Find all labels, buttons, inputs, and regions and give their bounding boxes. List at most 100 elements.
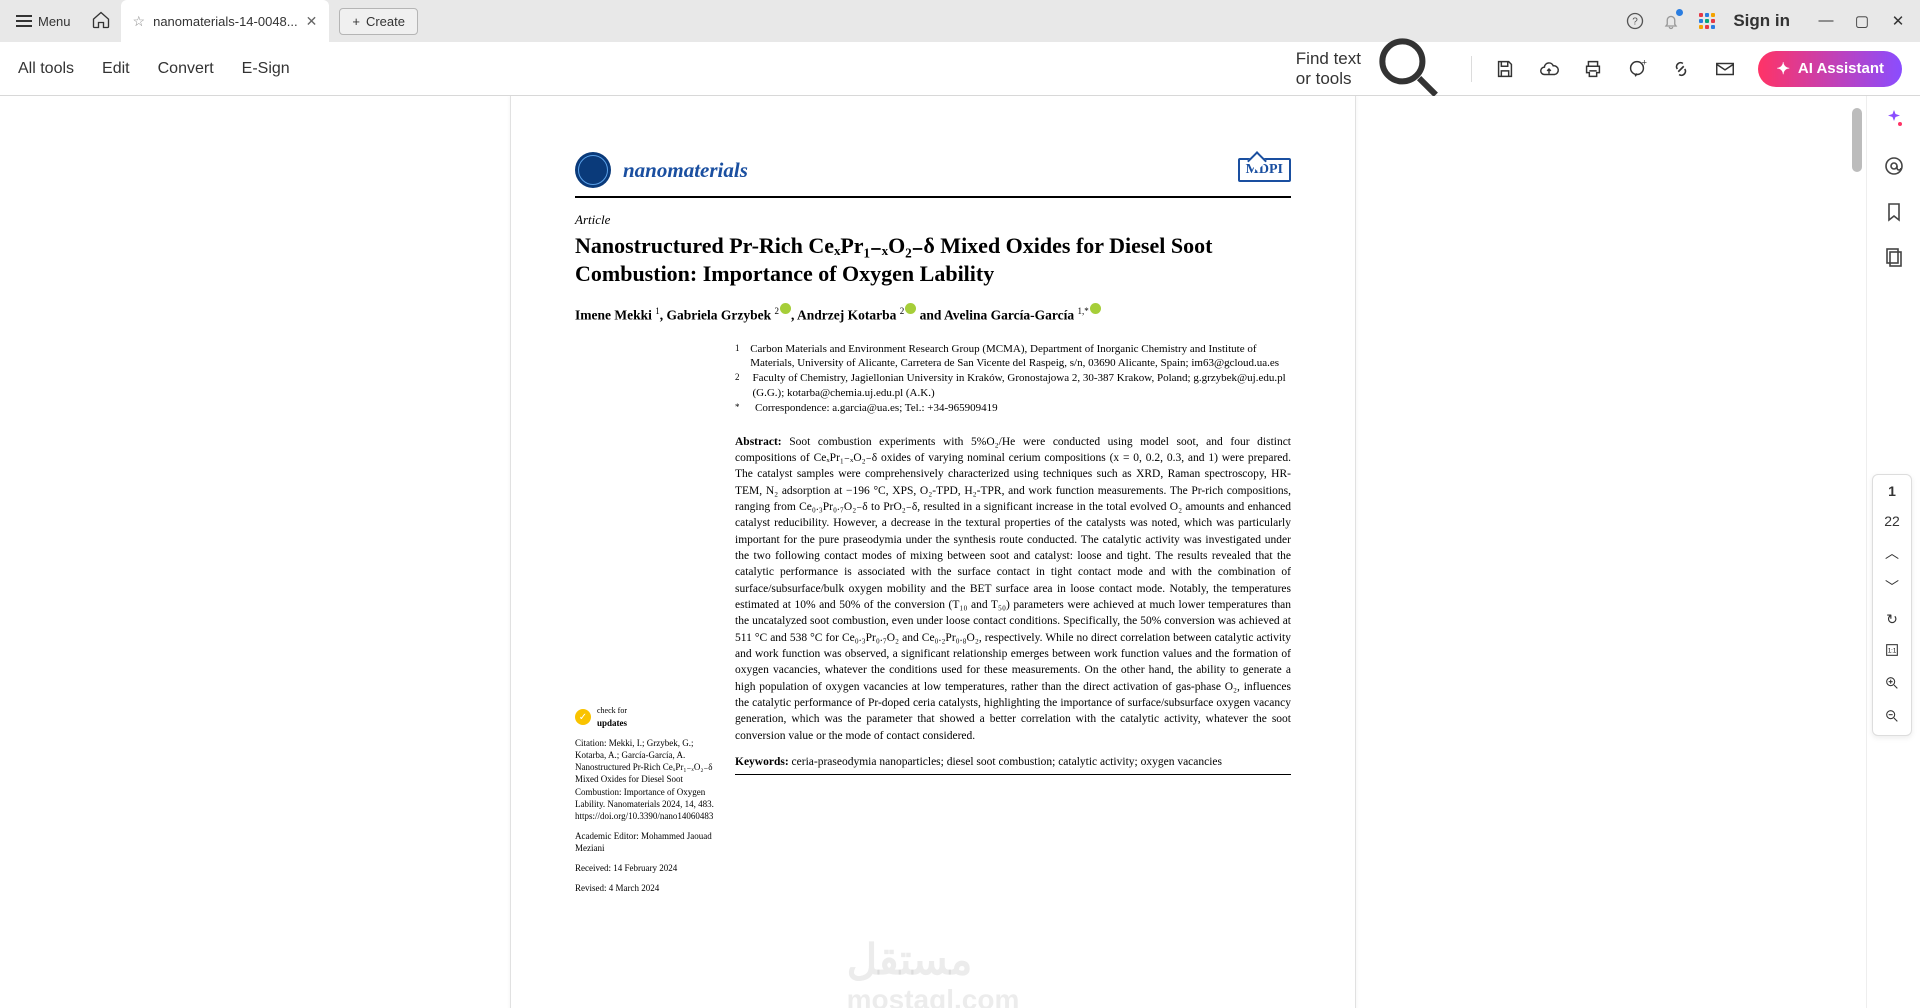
keywords-block: Keywords: ceria-praseodymia nanoparticle… <box>735 756 1291 775</box>
watermark-line1: مستقل <box>847 936 973 983</box>
authors-line: Imene Mekki 1, Gabriela Grzybek 2, Andrz… <box>575 303 1291 324</box>
citation-text: Citation: Mekki, I.; Grzybek, G.; Kotarb… <box>575 737 715 822</box>
article-type-label: Article <box>575 212 1291 228</box>
article-title: Nanostructured Pr-Rich CeₓPr₁₋ₓO₂₋δ Mixe… <box>575 232 1291 287</box>
print-icon <box>1582 58 1604 80</box>
minimize-button[interactable]: — <box>1818 12 1834 30</box>
main-area: nanomaterials MDPI Article Nanostructure… <box>0 96 1920 1008</box>
zoom-in-button[interactable] <box>1884 675 1900 694</box>
affil-num: 1 <box>735 342 740 372</box>
zoom-out-icon <box>1884 708 1900 724</box>
svg-text:1:1: 1:1 <box>1888 649 1897 655</box>
page-canvas[interactable]: nanomaterials MDPI Article Nanostructure… <box>0 96 1866 1008</box>
link-icon <box>1670 58 1692 80</box>
affiliations-block: 1 Carbon Materials and Environment Resear… <box>735 342 1291 416</box>
current-page[interactable]: 1 <box>1888 483 1896 499</box>
home-icon <box>91 10 111 30</box>
convert-tab[interactable]: Convert <box>158 60 214 78</box>
sparkle-panel-icon <box>1882 108 1906 132</box>
create-button[interactable]: + Create <box>339 8 418 35</box>
bookmark-icon <box>1882 200 1906 224</box>
check-icon: ✓ <box>575 709 591 725</box>
menu-label: Menu <box>38 14 71 29</box>
comment-icon: + <box>1626 58 1648 80</box>
svg-text:+: + <box>1642 58 1647 67</box>
abstract-body: Soot combustion experiments with 5%O₂/He… <box>735 436 1291 742</box>
add-comment-button[interactable]: + <box>1626 58 1648 80</box>
journal-logo-icon <box>575 152 611 188</box>
orcid-icon <box>780 303 791 314</box>
all-tools-tab[interactable]: All tools <box>18 60 74 78</box>
keywords-body: ceria-praseodymia nanoparticles; diesel … <box>792 756 1222 768</box>
affil-num: * <box>735 401 745 416</box>
keywords-label: Keywords: <box>735 756 789 768</box>
ai-label: AI Assistant <box>1798 60 1884 77</box>
journal-header: nanomaterials MDPI <box>575 152 1291 198</box>
hamburger-icon <box>16 15 32 27</box>
bookmarks-panel-button[interactable] <box>1882 200 1906 224</box>
edit-tab[interactable]: Edit <box>102 60 130 78</box>
ai-panel-button[interactable] <box>1882 108 1906 132</box>
orcid-icon <box>1090 303 1101 314</box>
pdf-page: nanomaterials MDPI Article Nanostructure… <box>510 96 1356 1008</box>
separator <box>1471 56 1472 82</box>
print-button[interactable] <box>1582 58 1604 80</box>
cloud-icon <box>1538 58 1560 80</box>
email-button[interactable] <box>1714 58 1736 80</box>
sparkle-icon: ✦ <box>1776 59 1789 79</box>
watermark-line2: mostaql.com <box>847 984 1020 1008</box>
next-page-button[interactable]: ﹀ <box>1885 577 1899 597</box>
affil-num: 2 <box>735 371 743 401</box>
notification-dot <box>1676 9 1683 16</box>
svg-text:?: ? <box>1633 16 1639 27</box>
fit-width-button[interactable]: 1:1 <box>1884 642 1900 661</box>
journal-name: nanomaterials <box>623 158 748 183</box>
zoom-out-button[interactable] <box>1884 708 1900 727</box>
publisher-badge: MDPI <box>1238 158 1291 182</box>
link-button[interactable] <box>1670 58 1692 80</box>
zoom-in-icon <box>1884 675 1900 691</box>
prev-page-button[interactable]: ︿ <box>1885 543 1899 563</box>
citation-sidebar: ✓ check forupdates Citation: Mekki, I.; … <box>575 706 715 902</box>
pages-panel-button[interactable] <box>1882 246 1906 270</box>
home-button[interactable] <box>83 4 119 39</box>
affil-text: Correspondence: a.garcia@ua.es; Tel.: +3… <box>755 401 998 416</box>
check-updates-badge[interactable]: ✓ check forupdates <box>575 706 715 729</box>
star-icon[interactable]: ☆ <box>133 13 146 30</box>
pages-icon <box>1882 246 1906 270</box>
abstract-block: Abstract: Soot combustion experiments wi… <box>735 434 1291 744</box>
menu-button[interactable]: Menu <box>6 8 81 35</box>
total-pages: 22 <box>1884 513 1900 529</box>
save-icon <box>1494 58 1516 80</box>
revised-text: Revised: 4 March 2024 <box>575 882 715 894</box>
close-window-button[interactable]: ✕ <box>1890 12 1906 30</box>
maximize-button[interactable]: ▢ <box>1854 12 1870 30</box>
rotate-button[interactable]: ↻ <box>1886 611 1898 628</box>
apps-icon <box>1699 13 1715 29</box>
mail-icon <box>1714 58 1736 80</box>
save-button[interactable] <box>1494 58 1516 80</box>
abstract-label: Abstract: <box>735 436 782 448</box>
ai-assistant-button[interactable]: ✦ AI Assistant <box>1758 51 1902 87</box>
notifications-button[interactable] <box>1661 11 1681 31</box>
at-icon <box>1882 154 1906 178</box>
page-nav-panel: 1 22 ︿ ﹀ ↻ 1:1 <box>1872 474 1912 736</box>
toolbar: All tools Edit Convert E-Sign Find text … <box>0 42 1920 96</box>
find-label: Find text or tools <box>1296 49 1362 89</box>
document-tab[interactable]: ☆ nanomaterials-14-0048... ✕ <box>121 0 330 42</box>
watermark: مستقل mostaql.com <box>847 935 1020 1008</box>
create-label: Create <box>366 14 405 29</box>
close-tab-icon[interactable]: ✕ <box>306 13 318 30</box>
orcid-icon <box>905 303 916 314</box>
fit-icon: 1:1 <box>1884 642 1900 658</box>
tab-title: nanomaterials-14-0048... <box>153 14 298 29</box>
cloud-upload-button[interactable] <box>1538 58 1560 80</box>
received-text: Received: 14 February 2024 <box>575 862 715 874</box>
affil-text: Carbon Materials and Environment Researc… <box>750 342 1291 372</box>
scrollbar-thumb[interactable] <box>1852 108 1862 172</box>
plus-icon: + <box>352 14 360 29</box>
affil-text: Faculty of Chemistry, Jagiellonian Unive… <box>753 371 1292 401</box>
esign-tab[interactable]: E-Sign <box>242 60 290 78</box>
comments-panel-button[interactable] <box>1882 154 1906 178</box>
editor-text: Academic Editor: Mohammed Jaouad Meziani <box>575 830 715 854</box>
